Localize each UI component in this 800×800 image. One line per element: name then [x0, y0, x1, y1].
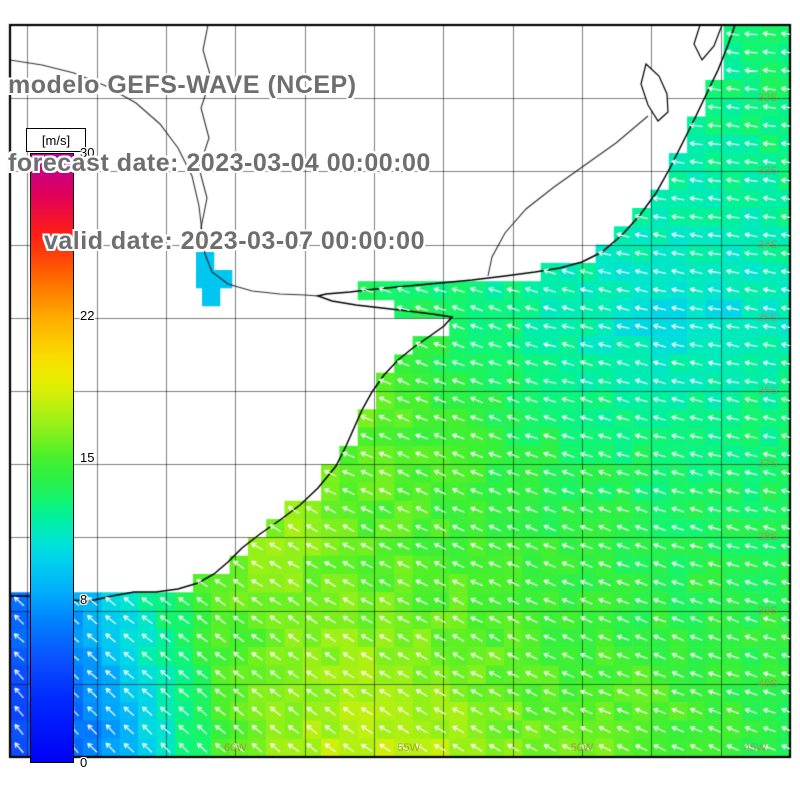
longitude-label: 60W — [224, 742, 247, 754]
latitude-label: 40S — [758, 677, 778, 690]
latitude-label: 37S — [758, 458, 778, 471]
latitude-label: 38S — [758, 531, 778, 544]
valid-date-label: valid date: 2023-03-07 00:00:00 — [44, 227, 425, 255]
longitude-label: 55W — [397, 742, 420, 754]
colorbar-tick: 0 — [80, 755, 88, 770]
latitude-label: 33S — [758, 165, 778, 178]
latitude-label: 36S — [758, 385, 778, 397]
latitude-label: 35S — [758, 311, 778, 324]
latitude-label: 39S — [758, 604, 778, 617]
latitude-label: 32S — [758, 92, 778, 105]
latitude-label: 34S — [758, 238, 778, 251]
colorbar-tick: 8 — [80, 592, 88, 608]
colorbar-tick: 22 — [80, 307, 95, 323]
model-title: modelo GEFS-WAVE (NCEP) — [8, 71, 357, 99]
chart-titles: modelo GEFS-WAVE (NCEP) forecast date: 2… — [8, 20, 431, 306]
colorbar-gradient — [30, 153, 74, 763]
colorbar-tick: 30 — [80, 145, 95, 160]
longitude-label: 45W — [744, 742, 767, 754]
colorbar-tick: 15 — [80, 450, 95, 465]
longitude-label: 50W — [570, 742, 594, 754]
colorbar-unit-label: [m/s] — [26, 128, 86, 152]
forecast-date-label: forecast date: 2023-03-04 00:00:00 — [8, 149, 431, 177]
